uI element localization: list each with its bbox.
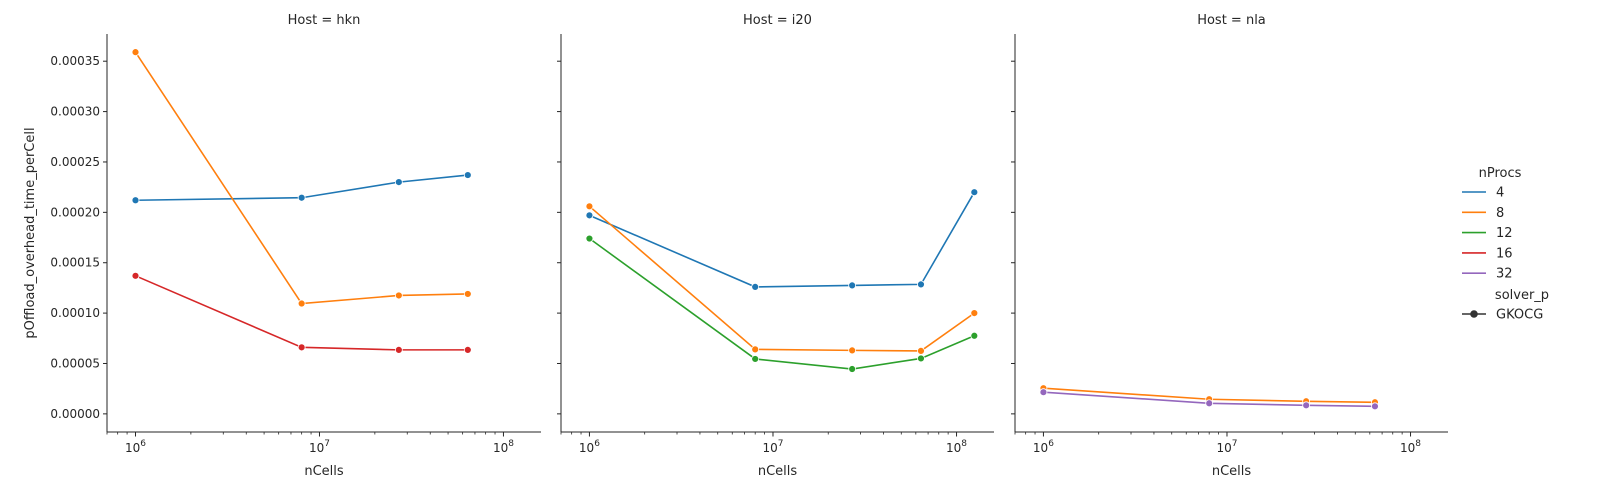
chart-panels: Host = hkn 0.00000 0.00005 0.00010 0.00015 0.… [23,13,1448,479]
x-tick-label: 106 [125,439,146,455]
y-tick-label: 0.00010 [50,306,100,320]
data-point [131,48,140,57]
series-4 [131,171,472,205]
data-point [917,354,925,363]
series-line [588,205,975,352]
data-point [463,171,472,179]
series-line [1043,387,1375,404]
data-point [917,346,925,355]
y-tick-label: 0.00025 [50,155,100,169]
legend: nProcs 4 8 12 16 32 solver_p GKOCG [1462,166,1549,323]
series-16 [131,271,472,354]
data-point [297,193,306,202]
series-line [589,191,976,288]
data-point [394,345,403,354]
data-point [848,346,857,355]
data-point [970,188,979,197]
data-point [394,291,403,300]
data-point [463,345,472,354]
data-point [751,283,760,291]
x-tick-label: 108 [493,439,514,455]
x-tick-label: 108 [1400,439,1421,455]
data-point [585,202,594,211]
data-point [848,281,857,290]
data-point [1371,402,1379,411]
legend-entry: 16 [1462,246,1513,261]
data-point [297,299,306,308]
legend-title: nProcs [1479,166,1522,181]
data-point [1205,399,1214,408]
data-point [751,355,760,363]
y-tick-label: 0.00020 [50,205,100,219]
series-4 [585,188,979,291]
panel-title: Host = i20 [743,13,812,28]
panel-2: Host = i20 106 107 108 nCells [557,13,994,479]
data-point [394,178,403,187]
data-point [751,345,760,354]
legend-entry: 12 [1462,226,1513,241]
legend-style-entry: GKOCG [1462,308,1543,323]
legend-label: GKOCG [1496,308,1543,323]
y-tick-label: 0.00035 [50,54,100,68]
series-8 [585,202,979,355]
series-line [135,275,468,351]
legend-label: 12 [1496,226,1513,241]
data-point [463,290,472,298]
data-point [917,280,925,289]
panel-3: Host = nla 106 107 108 nCells [1011,13,1448,479]
data-point [585,234,594,243]
x-tick-label: 106 [1033,439,1054,455]
data-point [970,331,979,340]
y-tick-label: 0.00000 [50,407,100,421]
legend-label: 4 [1496,186,1504,201]
legend-label: 16 [1496,246,1513,261]
panel-title: Host = nla [1197,13,1266,28]
y-tick-label: 0.00005 [50,356,100,370]
x-tick-label: 106 [579,439,600,455]
data-point [1039,388,1048,397]
series-32 [1039,388,1379,411]
panel-title: Host = hkn [288,13,361,28]
y-axis-label: pOffload_overhead_time_perCell [23,127,38,338]
legend-label: 8 [1496,206,1504,221]
y-tick-label: 0.00030 [50,105,100,119]
x-axis-label: nCells [758,464,798,479]
y-tick-label: 0.00015 [50,256,100,270]
x-axis-label: nCells [1212,464,1252,479]
series-line [1043,391,1375,408]
data-point [970,309,979,318]
series-line [134,51,468,305]
legend-marker [1470,310,1478,318]
data-point [131,196,140,205]
legend-style-title: solver_p [1495,288,1549,303]
legend-label: 32 [1496,267,1513,282]
panel-1: Host = hkn 0.00000 0.00005 0.00010 0.00015 0.… [50,13,541,479]
legend-entry: 8 [1462,206,1504,221]
x-tick-label: 107 [309,439,330,455]
legend-entry: 4 [1462,186,1504,201]
legend-entry: 32 [1462,267,1513,282]
x-axis-label: nCells [304,464,344,479]
data-point [131,271,140,280]
series-line [135,174,468,202]
data-point [1302,401,1311,410]
data-point [848,365,857,373]
data-point [297,343,306,352]
data-point [585,211,594,220]
x-tick-label: 108 [946,439,967,455]
x-tick-label: 107 [1216,439,1237,455]
x-tick-label: 107 [762,439,783,455]
series-8 [131,48,472,308]
series-12 [585,234,979,373]
